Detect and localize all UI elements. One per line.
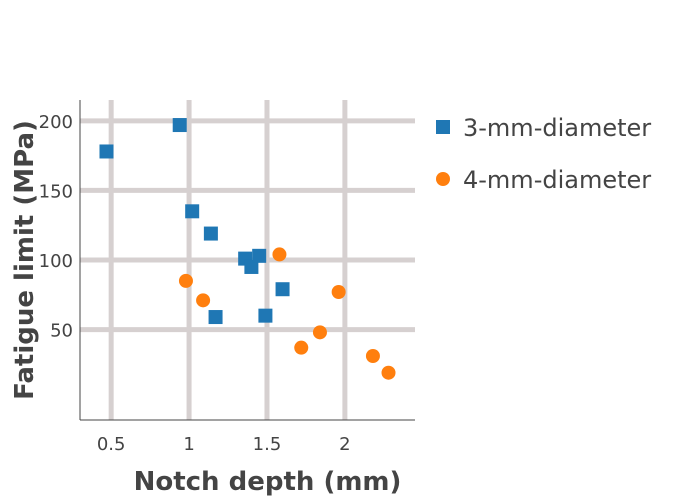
y-tick-label: 150: [39, 181, 73, 202]
data-point-circle[interactable]: [196, 293, 211, 308]
data-point-square[interactable]: [172, 118, 187, 133]
legend-marker-circle: [436, 172, 450, 186]
data-point-square[interactable]: [258, 308, 273, 323]
x-tick-label: 2: [339, 434, 350, 455]
x-tick-label: 1: [183, 434, 194, 455]
points-layer: [99, 118, 396, 380]
x-tick-label: 0.5: [97, 434, 126, 455]
data-point-square[interactable]: [208, 310, 223, 325]
data-point-square[interactable]: [185, 204, 200, 219]
legend-label: 4-mm-diameter: [463, 166, 651, 194]
legend-label: 3-mm-diameter: [463, 114, 651, 142]
legend-item[interactable]: 4-mm-diameter: [436, 166, 651, 194]
data-point-circle[interactable]: [178, 273, 193, 288]
legend[interactable]: 3-mm-diameter 4-mm-diameter: [436, 114, 651, 194]
y-tick-label: 100: [39, 251, 73, 272]
y-axis-title: Fatigue limit (MPa): [10, 120, 40, 400]
data-point-circle[interactable]: [381, 365, 396, 380]
y-tick-label: 50: [50, 321, 73, 342]
data-point-circle[interactable]: [294, 340, 309, 355]
data-point-square[interactable]: [275, 282, 290, 297]
x-axis-title: Notch depth (mm): [134, 467, 402, 497]
ticks-layer: 0.5 1 1.5 2 50 100 150 200: [39, 112, 351, 455]
data-point-circle[interactable]: [272, 247, 287, 262]
data-point-square[interactable]: [203, 226, 218, 241]
data-point-square[interactable]: [99, 144, 114, 159]
data-point-square[interactable]: [244, 259, 259, 274]
y-tick-label: 200: [39, 112, 73, 133]
data-point-circle[interactable]: [312, 325, 327, 340]
legend-item[interactable]: 3-mm-diameter: [436, 114, 651, 142]
data-point-circle[interactable]: [331, 285, 346, 299]
legend-marker-square: [436, 120, 450, 134]
x-tick-label: 1.5: [253, 434, 282, 455]
data-point-square[interactable]: [252, 248, 267, 263]
data-point-circle[interactable]: [365, 349, 380, 363]
axis-layer: [79, 100, 415, 421]
